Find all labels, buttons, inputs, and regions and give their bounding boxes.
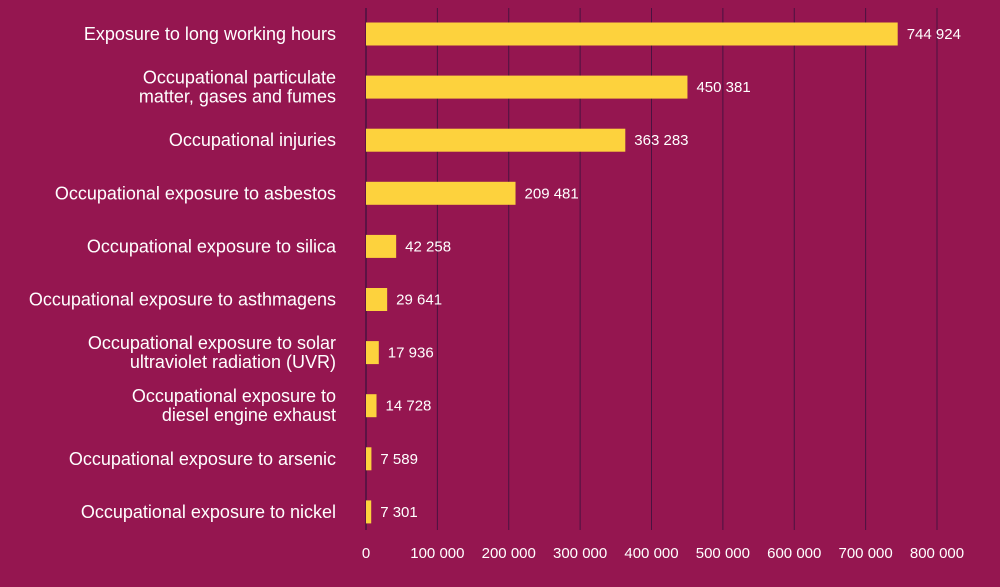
x-tick-label: 400 000 (624, 545, 678, 562)
data-label: 363 283 (634, 132, 688, 149)
category-label: Occupational injuries (169, 130, 336, 150)
data-label: 7 301 (380, 504, 418, 521)
bar (366, 22, 898, 46)
x-tick-label: 800 000 (910, 545, 964, 562)
category-label: Occupational exposure to arsenic (69, 449, 336, 469)
bar (366, 234, 397, 258)
x-tick-label: 600 000 (767, 545, 821, 562)
data-label: 17 936 (388, 345, 434, 362)
x-tick-label: 700 000 (839, 545, 893, 562)
category-label: Occupational exposure to asbestos (55, 183, 336, 203)
data-label: 744 924 (907, 26, 961, 43)
bar (366, 128, 626, 152)
category-label: Occupational exposure to asthmagens (29, 290, 336, 310)
category-label: Occupational exposure to nickel (81, 502, 336, 522)
bar (366, 181, 516, 205)
category-label: Occupational particulate matter, gases an… (139, 68, 336, 107)
bar (366, 341, 379, 365)
x-tick-label: 100 000 (410, 545, 464, 562)
x-tick-label: 200 000 (482, 545, 536, 562)
bar (366, 394, 377, 418)
x-axis-ticks: 0 100 000 200 000 300 000 400 000 500 000 600 … (362, 545, 964, 562)
data-label: 450 381 (696, 79, 750, 96)
bar (366, 288, 388, 311)
category-label: Exposure to long working hours (84, 24, 336, 44)
data-label: 42 258 (405, 238, 451, 255)
category-label: Occupational exposure to solar ultraviole… (88, 333, 336, 372)
category-labels: Exposure to long working hours Occupation… (29, 24, 337, 522)
value-labels: 744 924 450 381 363 283 209 481 42 258 29 641… (380, 26, 961, 521)
data-label: 14 728 (386, 398, 432, 415)
data-label: 29 641 (396, 292, 442, 309)
bar (366, 75, 688, 99)
bar (366, 500, 372, 524)
x-tick-label: 300 000 (553, 545, 607, 562)
x-tick-label: 500 000 (696, 545, 750, 562)
x-tick-label: 0 (362, 545, 370, 562)
category-label: Occupational exposure to diesel engine ex… (132, 386, 336, 425)
category-label: Occupational exposure to silica (87, 236, 337, 256)
data-label: 7 589 (380, 451, 418, 468)
bar (366, 447, 372, 471)
data-label: 209 481 (525, 185, 579, 202)
bars (366, 22, 898, 524)
